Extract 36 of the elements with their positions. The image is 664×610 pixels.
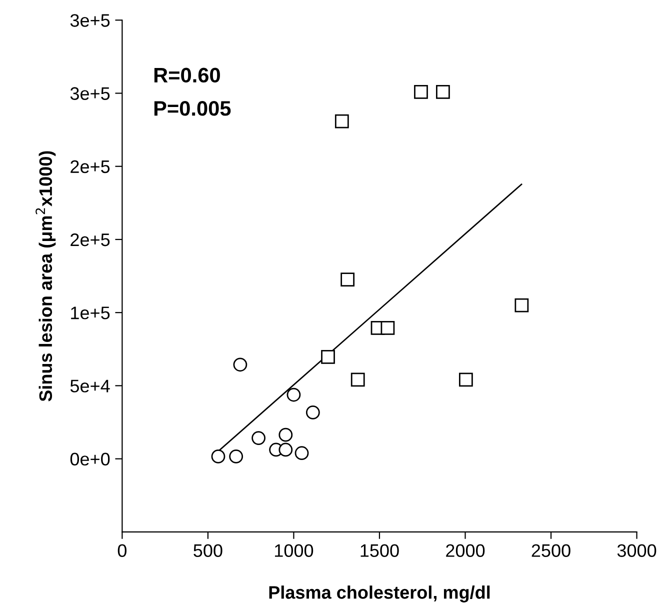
y-tick-label: 2e+5 <box>70 233 110 246</box>
point <box>458 372 473 387</box>
x-tick-label: 2500 <box>532 544 570 557</box>
point <box>278 442 293 457</box>
y-tick-label: 1e+5 <box>71 306 110 320</box>
point <box>286 388 301 402</box>
point <box>334 114 349 128</box>
y-tick-label: 3e+5 <box>70 14 110 27</box>
x-tick-label: 0 <box>118 544 126 557</box>
point <box>233 358 248 372</box>
annotation: R=0.60 <box>154 68 220 83</box>
x-tick-label: 2000 <box>446 544 485 557</box>
x-axis-title: Plasma cholesterol, mg/dl <box>269 586 490 602</box>
point <box>229 450 244 464</box>
annotation: P=0.005 <box>154 101 231 116</box>
y-tick-label: 0e+0 <box>70 452 110 466</box>
y-tick-label: 2e+5 <box>70 160 110 174</box>
point <box>414 84 428 99</box>
x-tick-label: 1000 <box>275 544 314 557</box>
point <box>306 406 320 420</box>
point <box>294 446 309 460</box>
point <box>340 272 355 286</box>
point <box>252 431 266 445</box>
point <box>514 298 529 312</box>
x-tick-label: 3000 <box>617 544 656 557</box>
point <box>436 84 450 99</box>
x-tick-label: 500 <box>194 544 222 557</box>
y-tick-label: 5e+4 <box>70 380 110 392</box>
y-axis-title: Sinus lesion area (μm$^{2}$x1000) <box>36 151 56 402</box>
y-tick-label: 3e+5 <box>70 87 110 100</box>
x-tick-label: 1500 <box>360 544 399 557</box>
point <box>380 320 395 335</box>
point <box>321 350 335 364</box>
point <box>278 428 293 442</box>
point <box>211 450 226 464</box>
point <box>350 372 365 387</box>
